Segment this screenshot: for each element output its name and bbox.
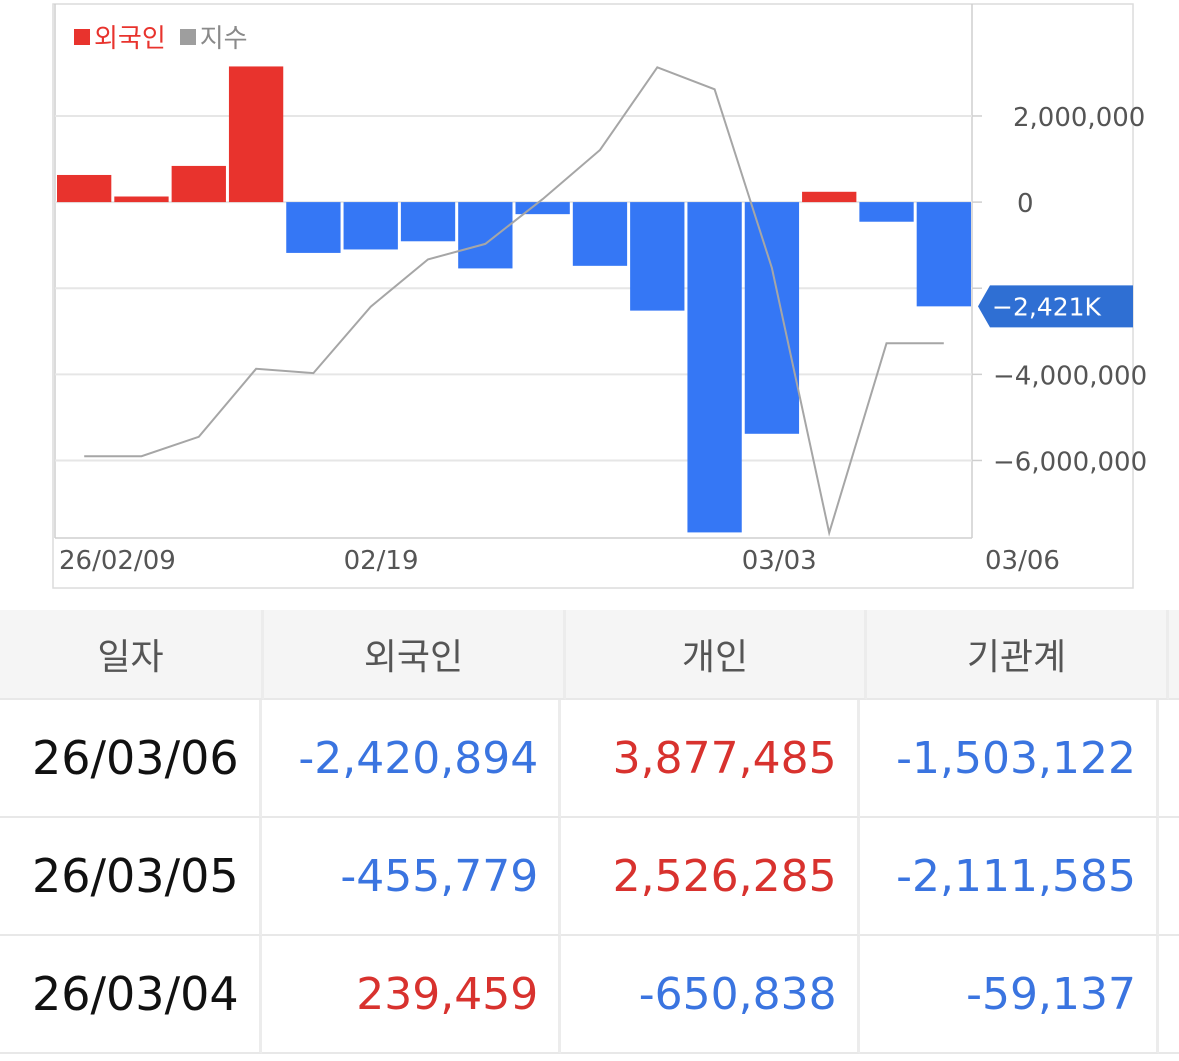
bar [458, 202, 513, 269]
bar [859, 202, 914, 222]
y-tick-label: −6,000,000 [993, 447, 1147, 477]
header-institution[interactable]: 기관계 [867, 610, 1169, 700]
last-value-label: −2,421K [992, 292, 1102, 321]
table-header-row: 일자 외국인 개인 기관계 [0, 610, 1179, 700]
cell-institution: -2,111,585 [859, 818, 1159, 936]
chart-legend: 외국인 지수 [74, 18, 248, 55]
y-tick-label: 0 [1017, 189, 1034, 219]
cell-individual: -650,838 [561, 936, 860, 1054]
x-tick-label: 03/03 [742, 546, 817, 576]
x-tick-label: 26/02/09 [59, 546, 176, 576]
header-foreign[interactable]: 외국인 [264, 610, 566, 700]
cell-institution: -59,137 [859, 936, 1159, 1054]
table-row[interactable]: 26/03/06 -2,420,894 3,877,485 -1,503,122 [0, 700, 1179, 818]
bar [515, 202, 570, 215]
bar [630, 202, 685, 311]
table-row[interactable]: 26/03/05 -455,779 2,526,285 -2,111,585 [0, 818, 1179, 936]
bar [572, 202, 628, 266]
bar [343, 202, 398, 250]
bar [114, 196, 169, 203]
cell-foreign: -2,420,894 [261, 700, 562, 818]
cell-individual: 3,877,485 [561, 700, 860, 818]
index-line [84, 66, 944, 537]
cell-overflow [1158, 818, 1179, 936]
cell-date: 26/03/06 [0, 700, 262, 818]
legend-swatch-index [179, 28, 196, 45]
legend-swatch-foreign [74, 28, 90, 45]
cell-individual: 2,526,285 [561, 818, 860, 936]
legend-foreign: 외국인 [74, 18, 166, 55]
cell-foreign: -455,779 [261, 818, 562, 936]
x-tick-label: 03/06 [985, 546, 1060, 576]
y-tick-label: 2,000,000 [1013, 103, 1145, 133]
investor-table: 일자 외국인 개인 기관계 26/03/06 -2,420,894 3,877,… [0, 610, 1179, 1054]
bar [687, 202, 742, 533]
cell-foreign: 239,459 [261, 936, 562, 1054]
y-tick-label: −4,000,000 [993, 361, 1147, 391]
bar [171, 165, 226, 203]
bar [228, 66, 284, 203]
table-row[interactable]: 26/03/04 239,459 -650,838 -59,137 [0, 936, 1179, 1054]
investor-chart: 2,000,000 0 −4,000,000 −6,000,000 26/02/09 02… [52, 3, 1147, 589]
x-tick-label: 02/19 [344, 546, 419, 576]
legend-label-index: 지수 [199, 24, 248, 54]
cell-institution: -1,503,122 [859, 700, 1159, 818]
cell-overflow [1158, 936, 1179, 1054]
legend-label-foreign: 외국인 [94, 24, 166, 54]
legend-index: 지수 [179, 18, 248, 55]
chart-area: 2,000,000 0 −4,000,000 −6,000,000 26/02/09 02… [52, 3, 1147, 589]
bar [286, 202, 341, 253]
bar [802, 191, 857, 203]
header-date[interactable]: 일자 [0, 610, 264, 700]
cell-date: 26/03/04 [0, 936, 262, 1054]
bar [400, 202, 456, 242]
bar [744, 202, 800, 434]
bar [57, 174, 112, 203]
header-overflow [1169, 610, 1179, 700]
cell-overflow [1158, 700, 1179, 818]
last-value-badge [978, 285, 1133, 328]
bar [916, 202, 971, 307]
cell-date: 26/03/05 [0, 818, 262, 936]
header-individual[interactable]: 개인 [566, 610, 867, 700]
